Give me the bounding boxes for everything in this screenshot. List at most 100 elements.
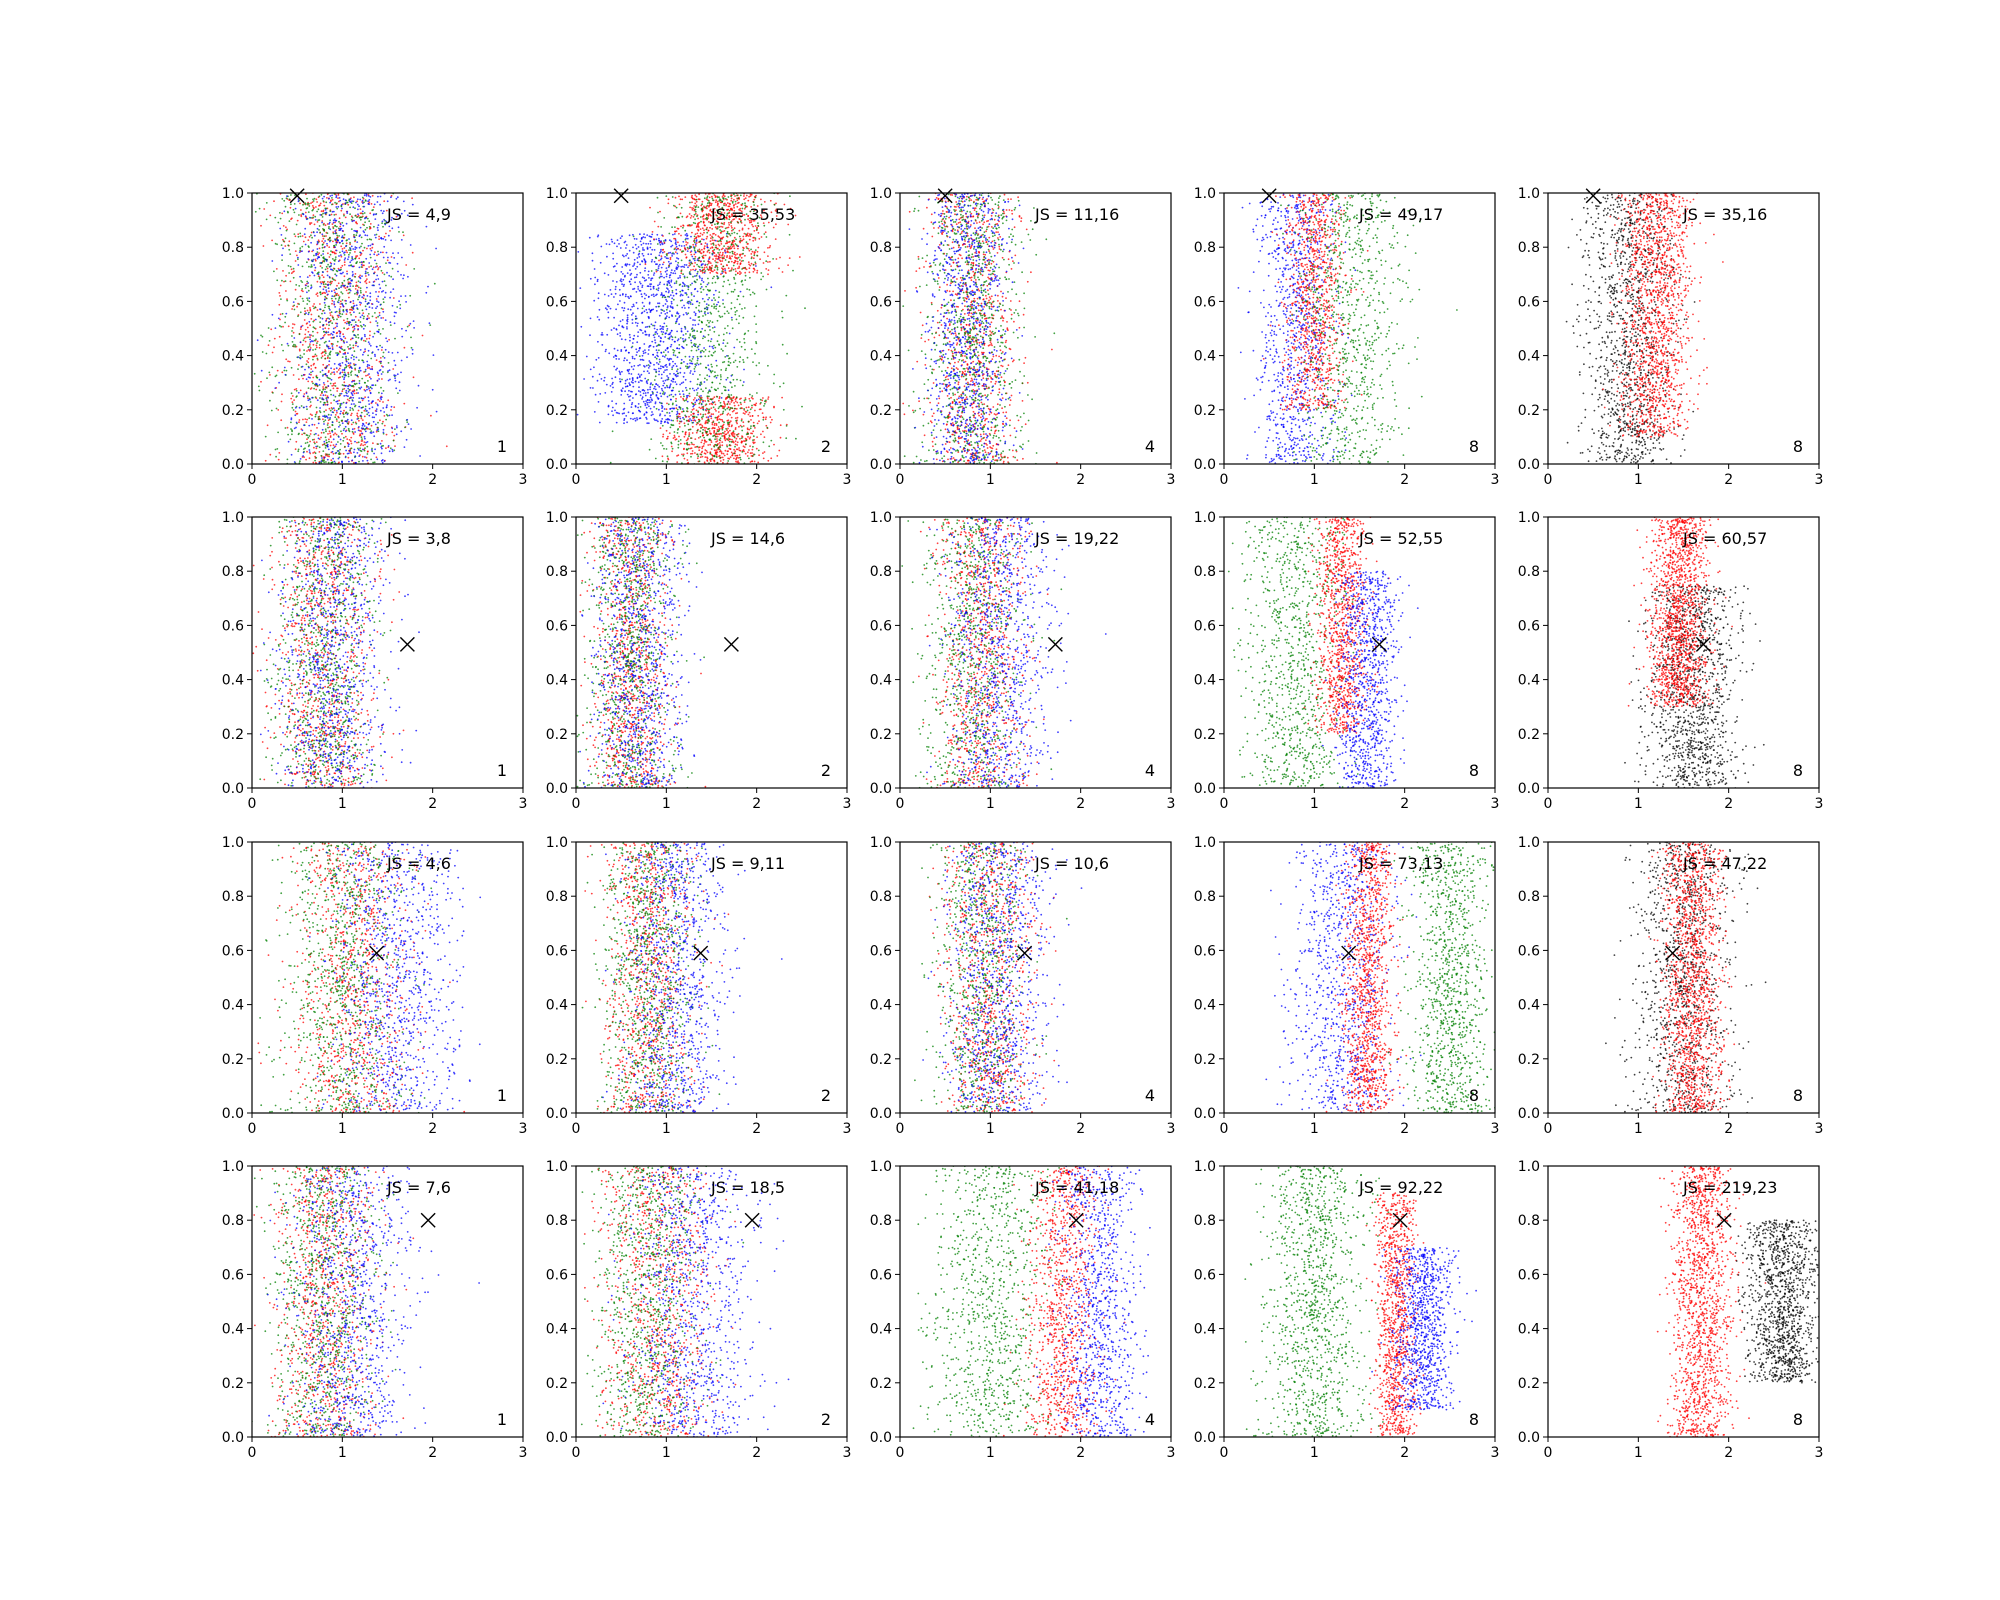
scatter-point [680, 358, 683, 361]
scatter-point [715, 423, 718, 425]
scatter-point [308, 235, 311, 238]
scatter-point [362, 317, 365, 320]
scatter-point [347, 456, 350, 459]
scatter-point [311, 265, 313, 268]
scatter-point [698, 198, 701, 201]
scatter-point [322, 450, 325, 452]
scatter-point [327, 347, 330, 350]
scatter-point [349, 206, 351, 209]
scatter-point [606, 308, 608, 311]
scatter-point [352, 273, 354, 276]
scatter-point [722, 236, 725, 239]
scatter-point [311, 423, 314, 426]
scatter-point [648, 360, 651, 362]
scatter-point [669, 258, 672, 261]
scatter-point [703, 347, 705, 349]
scatter-point [339, 438, 342, 441]
scatter-point [624, 338, 627, 341]
scatter-point [276, 369, 279, 372]
scatter-point [324, 286, 327, 289]
scatter-point [708, 375, 711, 378]
scatter-point [302, 300, 305, 302]
scatter-point [392, 278, 394, 281]
scatter-point [359, 444, 362, 447]
scatter-point [327, 331, 330, 333]
scatter-point [292, 345, 294, 347]
scatter-point [308, 449, 311, 451]
scatter-point [342, 353, 345, 355]
scatter-point [355, 422, 358, 425]
scatter-point [668, 364, 671, 366]
scatter-point [306, 276, 309, 278]
scatter-point [368, 367, 371, 369]
scatter-point [710, 243, 713, 245]
scatter-point [644, 260, 647, 263]
scatter-point [294, 298, 297, 300]
scatter-point [382, 366, 384, 368]
scatter-point [775, 208, 778, 211]
scatter-point [696, 290, 699, 293]
scatter-point [293, 304, 296, 307]
scatter-point [335, 213, 337, 216]
scatter-point [663, 310, 665, 312]
scatter-point [360, 411, 363, 414]
scatter-point [271, 260, 274, 262]
scatter-point [258, 207, 261, 210]
scatter-point [386, 271, 388, 274]
scatter-point [656, 384, 659, 386]
scatter-point [727, 226, 730, 229]
scatter-point [333, 373, 336, 376]
scatter-point [346, 418, 349, 421]
scatter-point [358, 294, 361, 297]
scatter-point [723, 223, 725, 226]
scatter-point [734, 268, 737, 270]
scatter-point [660, 257, 663, 260]
scatter-point [788, 257, 791, 259]
scatter-point [341, 384, 344, 386]
scatter-point [710, 417, 713, 420]
scatter-point [763, 209, 765, 212]
scatter-point [626, 319, 628, 322]
scatter-point [376, 371, 379, 374]
scatter-point [354, 273, 357, 275]
scatter-point [344, 374, 347, 377]
scatter-point [375, 278, 377, 281]
scatter-point [295, 284, 298, 286]
scatter-point [351, 430, 354, 433]
scatter-point [363, 194, 366, 197]
scatter-point [340, 254, 342, 256]
scatter-point [615, 308, 617, 311]
scatter-point [342, 304, 344, 307]
scatter-point [353, 358, 355, 361]
scatter-point [382, 251, 384, 254]
scatter-point [713, 459, 715, 462]
scatter-point [669, 294, 672, 296]
scatter-point [674, 381, 677, 383]
scatter-point [356, 216, 358, 219]
scatter-point [385, 418, 387, 421]
scatter-point [646, 247, 649, 250]
scatter-point [337, 294, 340, 297]
scatter-point [380, 360, 382, 363]
scatter-point [702, 238, 705, 241]
scatter-point [759, 258, 761, 261]
scatter-point [371, 243, 374, 246]
scatter-point [315, 198, 318, 201]
scatter-point [326, 344, 328, 347]
scatter-point [618, 288, 621, 291]
scatter-point [325, 207, 328, 210]
scatter-point [677, 247, 679, 250]
scatter-point [364, 430, 367, 433]
scatter-point [419, 455, 421, 457]
scatter-point [747, 243, 749, 245]
scatter-point [328, 221, 331, 224]
scatter-point [637, 364, 640, 367]
scatter-point [340, 402, 343, 405]
scatter-point [299, 295, 302, 298]
scatter-point [288, 240, 291, 243]
scatter-point [316, 280, 319, 283]
scatter-point [349, 311, 352, 314]
scatter-point [694, 420, 697, 422]
scatter-point [348, 450, 351, 452]
scatter-point [343, 264, 346, 266]
